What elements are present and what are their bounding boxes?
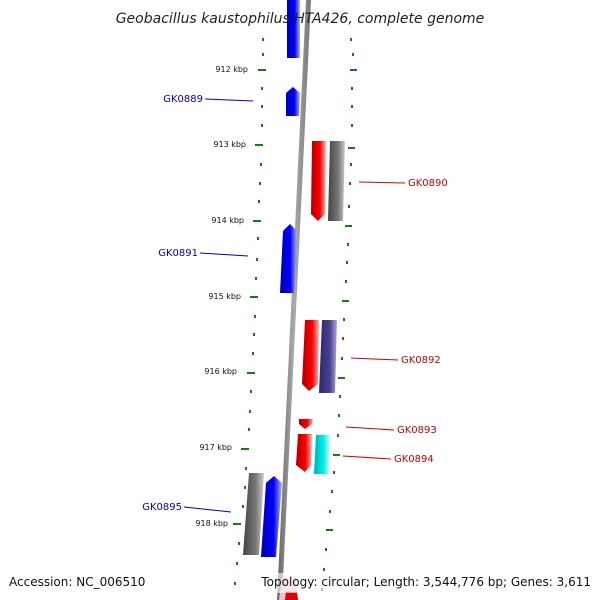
left-tick-track [233, 38, 266, 585]
tick-label: 918 kbp [195, 519, 228, 528]
gene-label-gk0893[interactable]: GK0893 [397, 425, 437, 436]
tick-label: 917 kbp [199, 443, 232, 452]
right-tick-track [321, 38, 357, 591]
feature-bottom-red[interactable] [285, 592, 298, 600]
gene-gk0891-arrow[interactable] [280, 224, 297, 293]
accession-text: Accession: NC_006510 [9, 575, 145, 589]
tick-label: 912 kbp [215, 65, 248, 74]
tick-label: 915 kbp [208, 292, 241, 301]
genome-summary-text: Topology: circular; Length: 3,544,776 bp… [260, 575, 591, 589]
genome-backbone [277, 0, 311, 600]
gene-gk0892-cds[interactable] [319, 320, 337, 393]
tick-label: 916 kbp [204, 367, 237, 376]
feature-top-blue[interactable] [287, 0, 300, 58]
gene-label-gk0891[interactable]: GK0891 [158, 248, 198, 259]
kbp-tick-labels: 912 kbp 913 kbp 914 kbp 915 kbp 916 kbp … [195, 65, 248, 528]
gene-label-gk0889[interactable]: GK0889 [163, 94, 203, 105]
gene-gk0890-cds[interactable] [328, 141, 345, 221]
tick-label: 913 kbp [213, 140, 246, 149]
tick-label: 914 kbp [211, 216, 244, 225]
gene-gk0895-arrow[interactable] [261, 476, 282, 557]
gene-gk0893-arrow[interactable] [299, 419, 313, 429]
map-title: Geobacillus kaustophilus HTA426, complet… [116, 11, 485, 27]
gene-gk0892-arrow[interactable] [302, 320, 319, 391]
gene-gk0895-cds[interactable] [243, 473, 264, 555]
gene-gk0889-arrow[interactable] [286, 87, 300, 116]
gene-gk0890-arrow[interactable] [311, 141, 326, 221]
gene-label-gk0892[interactable]: GK0892 [401, 355, 441, 366]
gene-label-gk0894[interactable]: GK0894 [394, 454, 434, 465]
footer-backdrop [258, 573, 600, 593]
gene-label-gk0890[interactable]: GK0890 [408, 178, 448, 189]
gene-label-gk0895[interactable]: GK0895 [142, 502, 182, 513]
gene-gk0894-rna[interactable] [314, 435, 330, 474]
leader-lines [183, 98, 406, 513]
gene-gk0894-arrow[interactable] [296, 434, 312, 472]
